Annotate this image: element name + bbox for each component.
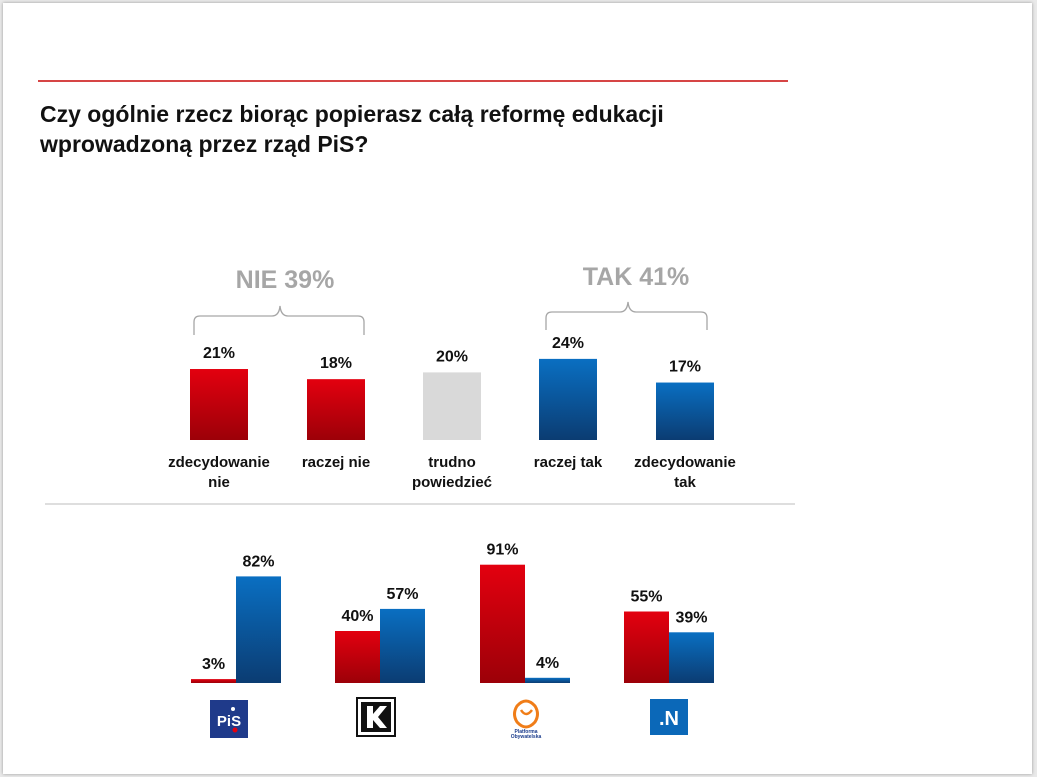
overall-bar — [656, 382, 714, 440]
red-bar-1 — [335, 631, 380, 683]
red-bar-3 — [624, 611, 669, 683]
party-value-label: 57% — [386, 586, 418, 603]
title-rule — [38, 80, 788, 82]
svg-text:Platforma: Platforma — [514, 729, 537, 735]
svg-text:PiS: PiS — [217, 713, 241, 730]
overall-bar — [190, 369, 248, 440]
overall-value-label: 18% — [320, 355, 352, 372]
party-value-label: 91% — [486, 542, 518, 559]
nowoczesna-logo: .N — [650, 699, 688, 735]
overall-value-label: 24% — [552, 335, 584, 352]
overall-category-label: zdecydowanie nie — [168, 454, 270, 491]
svg-text:.N: .N — [659, 708, 679, 730]
group-label-nie: NIE 39% — [236, 266, 335, 294]
blue-bar-0 — [236, 576, 281, 683]
party-value-label: 4% — [536, 655, 559, 672]
kukiz-logo — [356, 697, 396, 737]
red-bar-2 — [480, 564, 525, 683]
overall-category-label: zdecydowanie tak — [634, 454, 736, 491]
party-value-label: 40% — [341, 608, 373, 625]
overall-value-label: 21% — [203, 345, 235, 362]
overall-category-label: raczej nie — [302, 454, 370, 471]
overall-bar — [539, 358, 597, 440]
group-label-tak: TAK 41% — [583, 263, 690, 291]
po-logo: Platforma Obywatelska — [511, 699, 542, 740]
overall-bar-chart: 21% zdecydowanie nie 18% raczej nie 20% trudno… — [168, 335, 736, 491]
chart-title: Czy ogólnie rzecz biorąc popierasz całą … — [40, 101, 664, 157]
svg-text:Obywatelska: Obywatelska — [511, 734, 542, 740]
overall-category-label: trudno powiedzieć — [412, 454, 492, 491]
overall-bar — [307, 379, 365, 440]
bracket-nie — [193, 305, 365, 335]
overall-category-label: raczej tak — [534, 454, 603, 471]
party-value-label: 39% — [675, 609, 707, 626]
party-value-label: 3% — [202, 656, 225, 673]
pis-logo: PiS — [210, 700, 248, 738]
party-value-label: 82% — [242, 553, 274, 570]
overall-value-label: 20% — [436, 348, 468, 365]
bracket-tak — [545, 301, 708, 330]
blue-bar-3 — [669, 632, 714, 683]
party-bar-chart: 3% 40% 91% 55% 82% 57% 4% 39% — [191, 542, 714, 683]
overall-value-label: 17% — [669, 359, 701, 376]
overall-bar — [423, 372, 481, 440]
blue-bar-1 — [380, 608, 425, 683]
party-value-label: 55% — [630, 589, 662, 606]
blue-bar-2 — [525, 677, 570, 683]
red-bar-0 — [191, 679, 236, 683]
